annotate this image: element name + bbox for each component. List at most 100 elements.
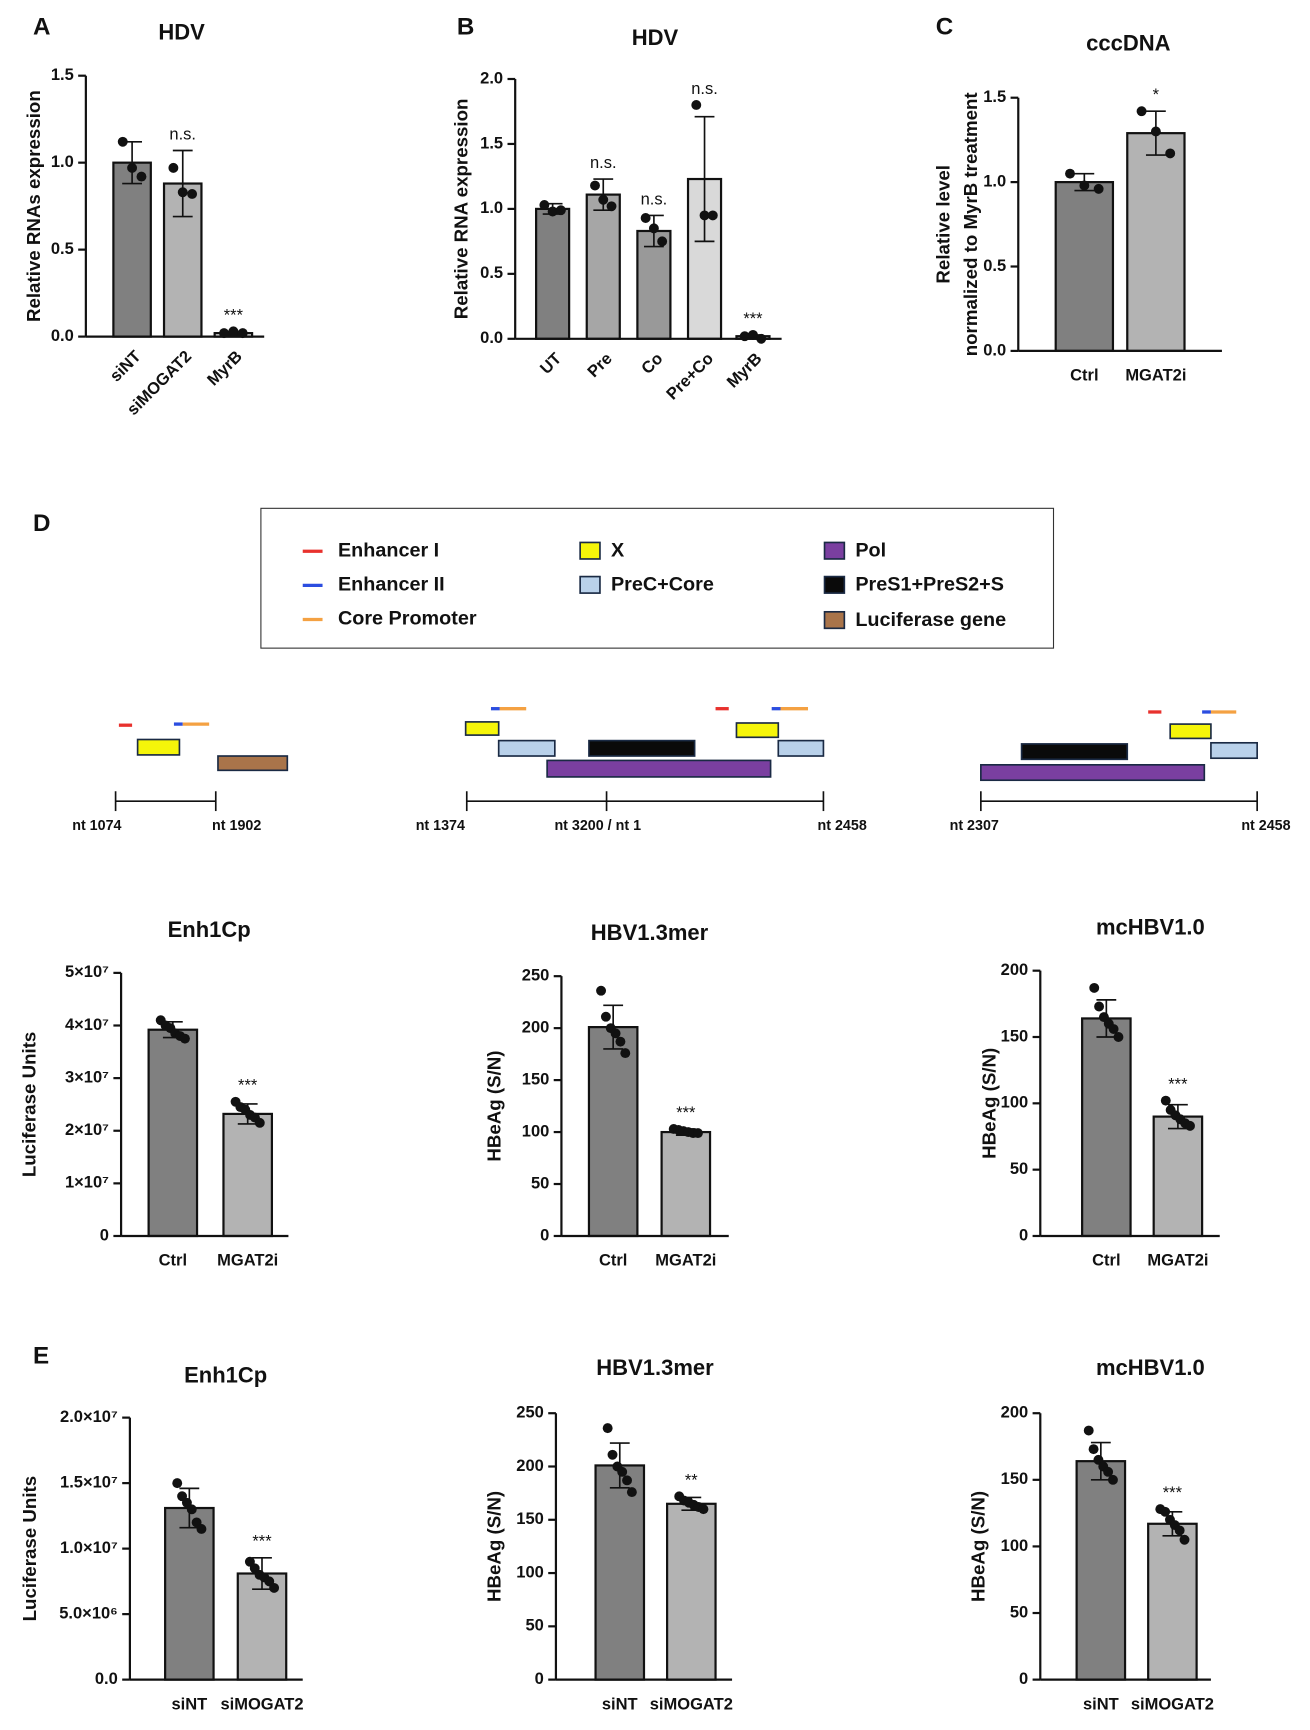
y-tick-label: 150 — [1001, 1027, 1029, 1045]
y-axis-label: Relative level — [932, 165, 953, 284]
data-point — [648, 223, 659, 234]
chart-title: Enh1Cp — [168, 917, 251, 942]
map-feature — [136, 738, 181, 756]
chart-title: HDV — [632, 25, 679, 50]
bar — [1081, 1017, 1132, 1238]
map-feature — [735, 722, 780, 739]
data-point — [590, 180, 600, 191]
y-tick-label: 5.0×10⁶ — [59, 1604, 118, 1622]
y-tick-label: 1×10⁷ — [65, 1174, 109, 1192]
y-tick-label: 100 — [1001, 1094, 1029, 1112]
data-point — [1107, 1474, 1118, 1485]
y-tick-label: 0.0 — [51, 327, 74, 345]
bar — [636, 229, 672, 340]
y-tick-label: 150 — [522, 1070, 550, 1088]
legend-swatch — [823, 610, 846, 630]
legend-label: PreS1+PreS2+S — [855, 574, 1004, 596]
y-tick-label: 100 — [516, 1563, 544, 1581]
bar — [222, 1112, 274, 1238]
y-tick-label: 1.0 — [51, 153, 74, 171]
data-point — [692, 1128, 703, 1139]
data-point — [606, 201, 617, 212]
bar — [535, 207, 571, 340]
panel-label: B — [457, 14, 474, 41]
y-axis-label: HBeAg (S/N) — [483, 1491, 504, 1602]
data-point — [1094, 1001, 1105, 1012]
y-tick-label: 250 — [516, 1404, 544, 1422]
map-feature — [464, 721, 500, 736]
data-point — [617, 1466, 628, 1477]
bar — [112, 161, 152, 338]
data-point — [1093, 183, 1104, 194]
data-point — [602, 1423, 613, 1434]
legend-swatch — [823, 575, 846, 594]
y-axis-label: HBeAg (S/N) — [979, 1048, 1000, 1159]
data-point — [1079, 180, 1090, 191]
y-axis-label: Relative RNAs expression — [23, 90, 44, 322]
data-point — [555, 205, 566, 216]
data-point — [179, 1033, 190, 1044]
y-tick-label: 50 — [531, 1174, 549, 1192]
y-axis-label: HBeAg (S/N) — [483, 1050, 504, 1161]
data-point — [136, 171, 147, 182]
data-point — [196, 1524, 207, 1534]
data-point — [1088, 1444, 1099, 1455]
map-feature — [497, 739, 556, 757]
data-point — [1089, 982, 1100, 993]
y-tick-label: 3×10⁷ — [65, 1068, 109, 1086]
chart-title: HDV — [158, 20, 205, 45]
map-label: nt 1902 — [212, 818, 261, 834]
bar — [585, 193, 621, 340]
data-point — [172, 1478, 183, 1489]
panel-label: C — [936, 14, 953, 41]
x-tick-label: Pre — [584, 350, 616, 382]
data-point — [657, 236, 668, 247]
y-tick-label: 2.0×10⁷ — [60, 1408, 118, 1426]
chart-title: cccDNA — [1086, 31, 1170, 56]
x-tick-label: siMOGAT2 — [220, 1695, 303, 1713]
data-point — [177, 187, 188, 198]
map-feature — [217, 755, 289, 772]
data-point — [607, 1449, 618, 1460]
y-tick-label: 1.5×10⁷ — [60, 1473, 118, 1491]
legend-label: Pol — [855, 539, 886, 561]
map-label: nt 3200 / nt 1 — [554, 818, 641, 834]
legend-swatch — [579, 541, 601, 560]
data-point — [622, 1475, 632, 1486]
y-tick-label: 200 — [1001, 961, 1029, 979]
significance: *** — [743, 310, 763, 328]
map-label: nt 1074 — [72, 818, 121, 834]
data-point — [707, 210, 718, 221]
y-tick-label: 0 — [540, 1226, 549, 1244]
legend-label: Luciferase gene — [855, 609, 1006, 631]
y-tick-label: 200 — [516, 1457, 544, 1475]
y-tick-label: 0.5 — [51, 240, 74, 258]
legend-swatch — [579, 575, 601, 594]
significance: *** — [224, 306, 244, 324]
data-point — [1160, 1506, 1171, 1517]
y-tick-label: 2×10⁷ — [65, 1121, 109, 1139]
significance: n.s. — [641, 190, 668, 208]
y-tick-label: 50 — [525, 1617, 543, 1635]
significance: *** — [1163, 1484, 1183, 1502]
y-tick-label: 50 — [1010, 1160, 1028, 1178]
y-tick-label: 100 — [1001, 1537, 1029, 1555]
x-tick-label: MyrB — [724, 350, 766, 392]
panel-label: E — [33, 1342, 49, 1369]
data-point — [598, 194, 609, 205]
x-tick-label: siNT — [107, 347, 145, 385]
y-tick-label: 2.0 — [480, 69, 503, 87]
x-tick-label: MGAT2i — [1147, 1252, 1208, 1270]
significance: ** — [685, 1471, 698, 1489]
map-label: nt 2458 — [818, 818, 867, 834]
bar — [660, 1130, 712, 1238]
data-point — [269, 1582, 280, 1593]
x-tick-label: MGAT2i — [217, 1252, 278, 1270]
data-point — [1160, 1095, 1171, 1106]
y-tick-label: 1.0 — [983, 172, 1006, 190]
data-point — [691, 100, 702, 110]
y-tick-label: 0.0 — [983, 341, 1006, 359]
y-tick-label: 1.0 — [480, 199, 503, 217]
legend-label: Enhancer II — [338, 574, 445, 596]
